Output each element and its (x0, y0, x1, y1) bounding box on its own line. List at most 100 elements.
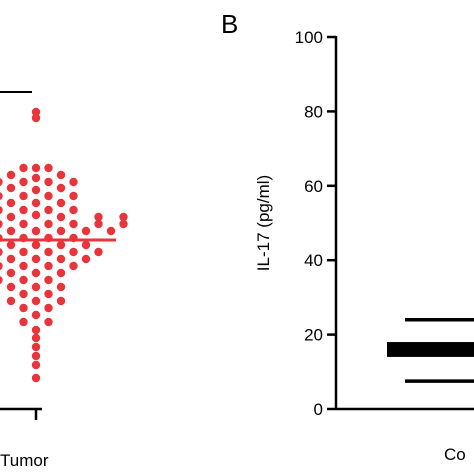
panel-a-dot (6, 183, 16, 193)
panel-b-y-axis: 0 20 40 60 80 100 (295, 28, 338, 419)
panel-a-dot (31, 113, 41, 123)
panel-a-dot (94, 219, 103, 229)
panel-a-dot (44, 177, 53, 187)
panel-a-dot (94, 247, 103, 257)
panel-b-marks (387, 317, 474, 383)
panel-a-dot (6, 198, 16, 208)
panel-a-dot (44, 219, 53, 229)
panel-a-dot (19, 219, 28, 229)
panel-a-dot (19, 177, 28, 187)
panel-a-dot (31, 185, 41, 195)
panel-a-dot (0, 178, 3, 186)
panel-a-dot (69, 247, 78, 257)
panel-a-dot (6, 296, 16, 306)
panel-a-dot (81, 254, 91, 264)
panel-a-dot (31, 296, 41, 306)
panel-a-dot (6, 226, 16, 236)
panel-a-dots (0, 107, 128, 383)
panel-a-dot (19, 275, 28, 285)
panel-a-dot (6, 240, 16, 250)
panel-a-dot (19, 303, 28, 313)
panel-a-dot (44, 303, 53, 313)
panel-a-dot (56, 240, 66, 250)
panel-b-y-axis-title: IL-17 (pg/ml) (254, 175, 273, 271)
panel-a-dot (31, 360, 41, 370)
panel-b-y-tick-label: 60 (304, 177, 323, 196)
panel-a-dot (69, 205, 78, 215)
panel-a-dot (69, 177, 78, 187)
panel-b-y-tick-label: 40 (304, 251, 323, 270)
panel-b: B 0 20 40 60 80 100 IL-17 (pg/ml) Co (221, 9, 474, 464)
panel-a-dot (31, 310, 41, 320)
panel-a-dot (0, 220, 3, 228)
panel-b-y-tick-label: 80 (304, 102, 323, 121)
panel-a-dot (56, 212, 66, 222)
panel-a-dot (0, 192, 3, 200)
panel-a-dot (44, 191, 53, 201)
panel-a-dot (56, 170, 66, 180)
panel-a-dot (31, 198, 41, 208)
panel-a-dot (31, 163, 41, 173)
panel-a-dot (44, 261, 53, 271)
panel-a-dot (19, 289, 28, 299)
panel-a-dot (0, 248, 3, 256)
panel-a-dot (56, 226, 66, 236)
panel-a-dot (6, 268, 16, 278)
panel-a-dot (56, 296, 66, 306)
panel-a-dot (6, 254, 16, 264)
panel-a-dot (31, 325, 41, 335)
panel-a-dot (31, 282, 41, 292)
panel-a-dot (6, 170, 16, 180)
panel-a-dot (31, 240, 41, 250)
panel-a-dot (31, 342, 41, 352)
panel-a-dot (19, 191, 28, 201)
panel-a: Tumor (0, 91, 128, 470)
panel-a-dot (69, 191, 78, 201)
panel-a-dot (31, 226, 41, 236)
panel-b-y-tick-label: 20 (304, 326, 323, 345)
panel-a-dot (81, 240, 91, 250)
panel-a-dot (56, 282, 66, 292)
panel-a-dot (0, 262, 3, 270)
panel-a-dot (81, 226, 91, 236)
panel-a-dot (31, 173, 41, 183)
panel-a-dot (31, 210, 41, 220)
panel-b-category-label: Co (444, 445, 466, 464)
panel-a-dot (19, 163, 28, 173)
panel-a-dot (69, 219, 78, 229)
panel-a-dot (31, 254, 41, 264)
panel-a-dot (56, 198, 66, 208)
panel-b-y-tick-label: 100 (295, 28, 323, 47)
panel-a-dot (0, 206, 3, 214)
panel-a-dot (44, 317, 53, 327)
panel-a-dot (44, 289, 53, 299)
panel-a-dot (31, 107, 41, 117)
panel-a-dot (44, 275, 53, 285)
panel-a-dot (19, 261, 28, 271)
panel-a-category-label: Tumor (0, 451, 49, 470)
panel-a-dot (56, 183, 66, 193)
panel-b-y-tick-label: 0 (314, 400, 323, 419)
panel-a-dot (19, 205, 28, 215)
panel-a-dot (19, 247, 28, 257)
panel-a-dot (31, 268, 41, 278)
panel-b-median-box (387, 342, 474, 357)
panel-a-dot (6, 212, 16, 222)
panel-a-dot (44, 247, 53, 257)
panel-a-dot (31, 351, 41, 361)
panel-a-dot (106, 226, 116, 236)
panel-a-dot (6, 282, 16, 292)
panel-a-dot (0, 276, 3, 284)
panel-a-dot (119, 212, 128, 222)
panel-a-dot (69, 261, 78, 271)
panel-a-dot (44, 205, 53, 215)
panel-a-dot (31, 373, 41, 383)
panel-a-dot (44, 163, 53, 173)
panel-a-dot (19, 317, 28, 327)
panel-a-dot (56, 268, 66, 278)
panel-a-dot (31, 333, 41, 343)
panel-a-dot (119, 219, 128, 229)
panel-a-dot (94, 212, 103, 222)
panel-b-letter: B (221, 9, 238, 39)
